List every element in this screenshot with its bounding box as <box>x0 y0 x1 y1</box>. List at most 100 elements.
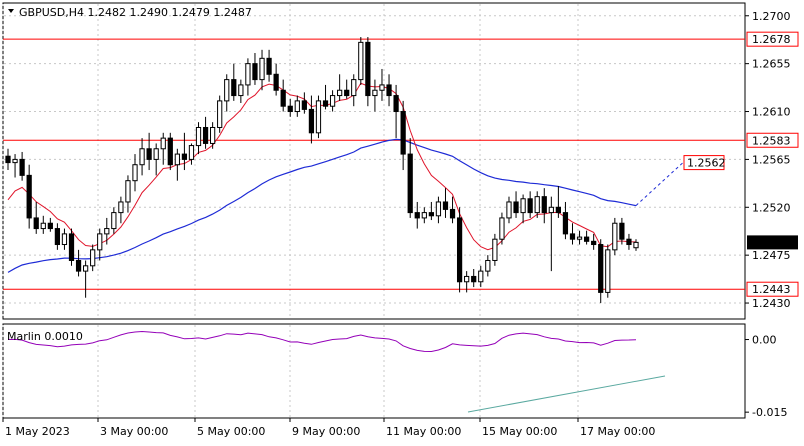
slow-ma-line <box>7 138 637 273</box>
candle <box>245 58 251 96</box>
time-tick-label: 5 May 00:00 <box>197 425 265 438</box>
candle <box>541 188 547 224</box>
candle <box>393 84 399 139</box>
candle <box>372 79 378 112</box>
candle <box>400 100 406 171</box>
candle <box>576 230 583 245</box>
candle <box>464 271 470 293</box>
candle <box>428 201 434 221</box>
main-plot-area <box>2 2 746 320</box>
candle <box>569 223 576 245</box>
candle <box>534 191 540 218</box>
price-tick-label: 1.2565 <box>752 153 791 166</box>
candle <box>555 186 561 218</box>
candle <box>435 196 442 224</box>
candle <box>513 191 519 218</box>
candle <box>61 228 68 250</box>
candle <box>485 255 491 277</box>
candle <box>365 37 371 107</box>
level-price-box <box>746 281 799 297</box>
candle <box>351 74 357 107</box>
time-tick-label: 3 May 00:00 <box>100 425 168 438</box>
candle <box>322 84 329 110</box>
candle <box>562 201 569 240</box>
oscillator <box>7 330 666 413</box>
time-tick-label: 15 May 00:00 <box>482 425 557 438</box>
candle <box>160 132 166 165</box>
candlesticks <box>5 37 639 304</box>
candle <box>315 95 322 139</box>
candle <box>287 98 293 117</box>
candle <box>195 122 202 155</box>
candle <box>605 244 611 298</box>
level-price-label: 1.2443 <box>752 283 791 296</box>
osc-tick-label: 0.00 <box>752 334 777 347</box>
candle <box>492 233 498 266</box>
candle <box>358 37 364 85</box>
time-tick-label: 11 May 00:00 <box>386 425 461 438</box>
candle <box>626 233 632 250</box>
grid <box>2 4 744 417</box>
oscillator-line <box>7 330 637 353</box>
candle <box>499 212 505 245</box>
candle <box>329 90 336 112</box>
candle <box>47 217 53 232</box>
price-tick-label: 1.2430 <box>752 297 791 310</box>
candle <box>188 143 195 165</box>
candle <box>75 249 82 277</box>
candle <box>506 196 512 224</box>
ma-projection-line <box>635 162 684 206</box>
candle <box>252 53 258 85</box>
moving-averages <box>7 82 684 273</box>
indicator-label: Marlin 0.0010 <box>7 330 83 343</box>
target-price-label: 1.2562 <box>687 157 726 170</box>
candle <box>520 194 526 224</box>
candle <box>231 63 237 101</box>
candle <box>132 154 138 192</box>
candle <box>174 148 180 181</box>
collapse-arrow-icon[interactable] <box>8 9 14 13</box>
candle <box>5 148 11 171</box>
candle <box>40 215 46 234</box>
candle <box>294 95 300 117</box>
price-tick-label: 1.2475 <box>752 249 791 262</box>
candle <box>139 138 145 176</box>
level-price-label: 1.2583 <box>752 134 791 147</box>
candle <box>104 217 110 245</box>
candle <box>238 79 244 104</box>
candle <box>181 132 188 171</box>
candle <box>273 63 279 96</box>
time-tick-label: 17 May 00:00 <box>580 425 655 438</box>
candle <box>54 223 61 250</box>
candle <box>619 217 625 245</box>
candle <box>308 95 315 144</box>
candle <box>12 154 18 178</box>
candle <box>633 239 639 251</box>
candle <box>386 74 392 107</box>
candle <box>68 228 75 266</box>
level-price-label: 1.2678 <box>752 33 791 46</box>
candle <box>598 239 604 304</box>
candle <box>591 233 597 250</box>
candle <box>583 230 590 245</box>
price-tick-label: 1.2520 <box>752 201 791 214</box>
chart-title: GBPUSD,H4 1.2482 1.2490 1.2479 1.2487 <box>19 6 252 19</box>
candle <box>19 151 25 181</box>
time-tick-label: 1 May 2023 <box>5 425 70 438</box>
candle <box>456 207 463 293</box>
candle <box>414 201 420 229</box>
candle <box>337 74 343 101</box>
candle <box>167 132 173 171</box>
current-price-label: 1.2487 <box>752 236 791 249</box>
candle <box>527 191 533 218</box>
price-tick-label: 1.2700 <box>752 10 791 23</box>
candle <box>111 207 117 234</box>
osc-tick-label: -0.015 <box>752 406 787 419</box>
candle <box>449 196 456 224</box>
candle <box>301 92 307 114</box>
candle <box>146 132 152 171</box>
candle <box>421 207 427 224</box>
divergence-trendline <box>467 375 666 413</box>
